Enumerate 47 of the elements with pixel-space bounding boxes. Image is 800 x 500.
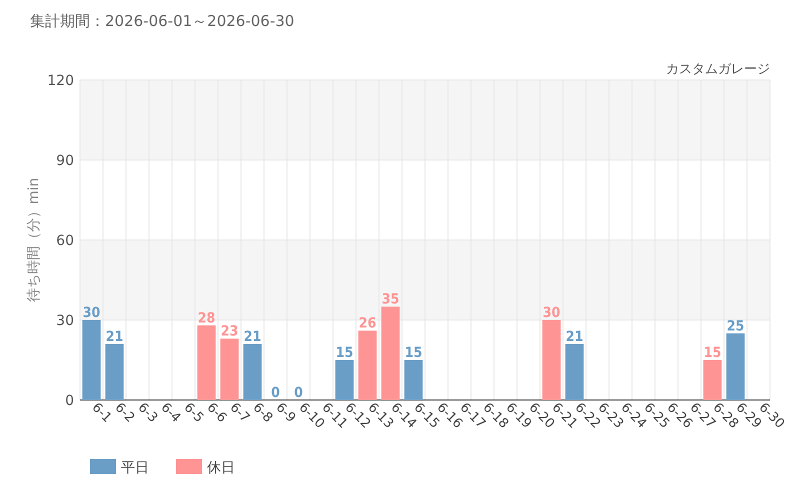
- y-tick-label: 0: [65, 393, 74, 409]
- data-label: 30: [542, 305, 560, 321]
- bar: [542, 320, 561, 400]
- bar: [335, 360, 354, 400]
- data-label: 0: [271, 385, 280, 401]
- bar: [220, 338, 239, 400]
- data-label: 25: [726, 318, 744, 334]
- bar: [243, 344, 262, 400]
- chart-title: 集計期間：2026-06-01～2026-06-30: [30, 12, 294, 30]
- legend-label: 平日: [121, 460, 149, 476]
- data-label: 0: [294, 385, 304, 401]
- data-label: 21: [106, 329, 124, 345]
- x-tick-label: 6-2: [112, 400, 138, 426]
- bar: [105, 344, 124, 400]
- data-label: 28: [198, 310, 216, 326]
- y-tick-label: 60: [56, 233, 74, 249]
- y-tick-label: 90: [56, 153, 74, 169]
- bar: [565, 344, 584, 400]
- bar: [358, 330, 377, 400]
- legend-label: 休日: [207, 460, 235, 476]
- x-tick-label: 6-9: [272, 400, 298, 426]
- x-tick-label: 6-1: [88, 400, 114, 426]
- data-label: 26: [358, 316, 376, 332]
- chart-subtitle: カスタムガレージ: [666, 62, 770, 77]
- x-tick-label: 6-5: [180, 400, 206, 426]
- data-label: 21: [244, 329, 262, 345]
- bar: [404, 360, 423, 400]
- data-label: 15: [336, 345, 354, 361]
- data-label: 30: [82, 305, 100, 321]
- bar: [726, 333, 745, 400]
- y-tick-label: 30: [56, 313, 74, 329]
- x-tick-label: 6-3: [134, 400, 160, 426]
- x-tick-label: 6-6: [204, 400, 230, 426]
- data-label: 35: [382, 292, 400, 308]
- y-axis-title: 待ち時間（分）min: [26, 178, 42, 302]
- bar: [197, 325, 216, 400]
- x-tick-label: 6-4: [158, 400, 184, 426]
- bar: [703, 360, 722, 400]
- data-label: 15: [404, 345, 422, 361]
- x-tick-label: 6-7: [226, 400, 252, 426]
- data-label: 23: [220, 324, 238, 340]
- bar: [82, 320, 101, 400]
- bar: [381, 306, 400, 400]
- y-tick-label: 120: [47, 73, 74, 89]
- data-label: 21: [566, 329, 584, 345]
- x-tick-label: 6-8: [250, 400, 276, 426]
- data-label: 15: [704, 345, 722, 361]
